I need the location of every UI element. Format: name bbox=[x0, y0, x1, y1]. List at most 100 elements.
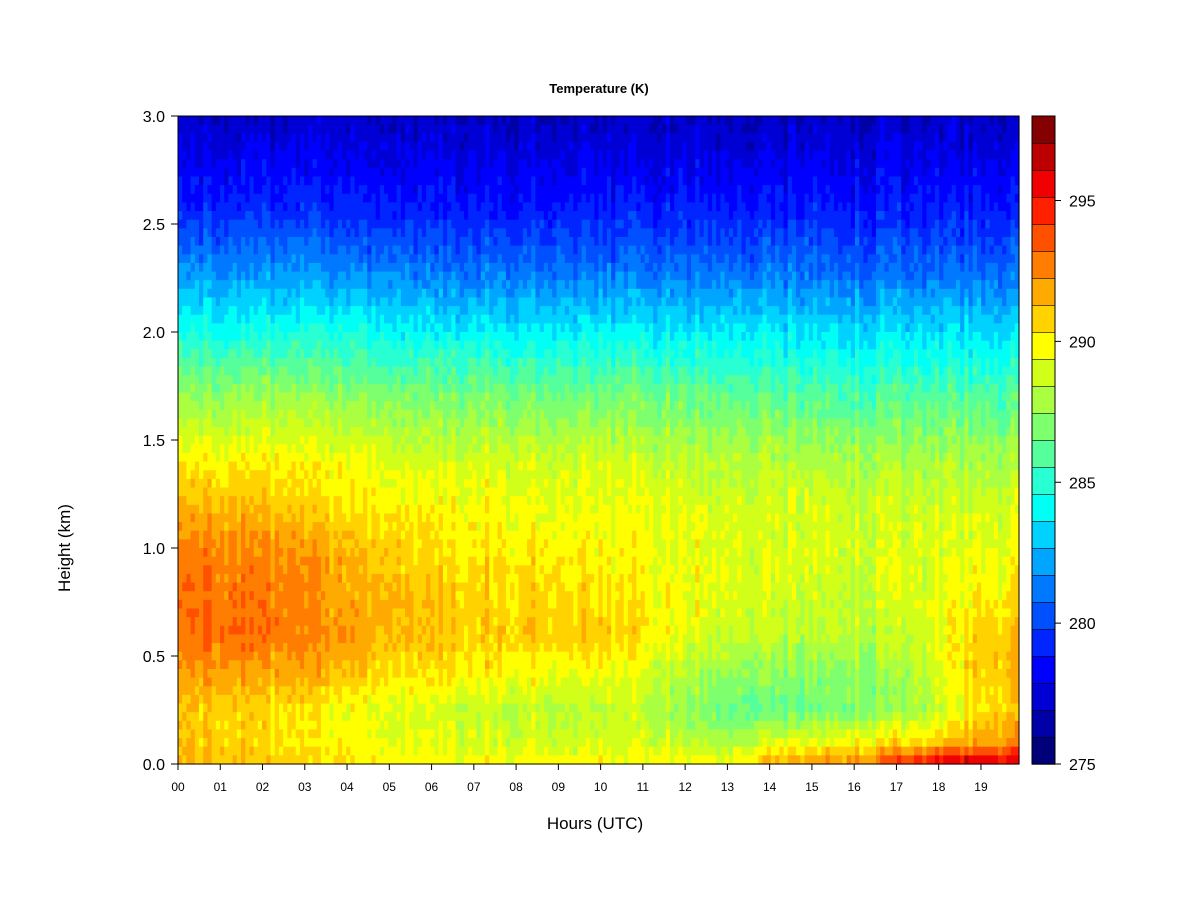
heatmap-cell bbox=[392, 323, 398, 333]
heatmap-cell bbox=[405, 755, 410, 765]
heatmap-cell bbox=[363, 703, 368, 713]
heatmap-cell bbox=[236, 314, 242, 324]
heatmap-cell bbox=[316, 565, 322, 575]
heatmap-cell bbox=[241, 383, 246, 394]
heatmap-cell bbox=[199, 357, 204, 368]
heatmap-cell bbox=[413, 228, 419, 238]
heatmap-cell bbox=[270, 478, 276, 489]
heatmap-cell bbox=[400, 133, 406, 143]
heatmap-cell bbox=[363, 548, 368, 558]
heatmap-cell bbox=[388, 686, 394, 696]
heatmap-cell bbox=[215, 548, 221, 558]
heatmap-cell bbox=[409, 262, 415, 273]
heatmap-cell bbox=[421, 349, 427, 359]
heatmap-cell bbox=[320, 133, 326, 143]
heatmap-cell bbox=[308, 332, 314, 342]
heatmap-cell bbox=[430, 513, 436, 523]
heatmap-cell bbox=[194, 340, 200, 350]
heatmap-cell bbox=[392, 539, 398, 549]
heatmap-cell bbox=[291, 340, 297, 350]
heatmap-cell bbox=[392, 720, 398, 731]
heatmap-cell bbox=[257, 686, 263, 696]
heatmap-cell bbox=[257, 478, 263, 489]
heatmap-cell bbox=[400, 392, 406, 402]
heatmap-cell bbox=[379, 141, 385, 152]
heatmap-cell bbox=[211, 496, 217, 506]
heatmap-cell bbox=[203, 141, 209, 152]
heatmap-cell bbox=[274, 478, 280, 489]
heatmap-cell bbox=[199, 591, 204, 601]
heatmap-cell bbox=[325, 280, 330, 290]
heatmap-cell bbox=[384, 643, 389, 653]
heatmap-cell bbox=[215, 211, 221, 221]
heatmap-cell bbox=[451, 262, 457, 273]
heatmap-cell bbox=[392, 219, 398, 229]
heatmap-cell bbox=[426, 591, 431, 601]
heatmap-cell bbox=[400, 124, 406, 134]
heatmap-cell bbox=[295, 444, 301, 454]
heatmap-cell bbox=[417, 729, 423, 739]
heatmap-cell bbox=[396, 176, 402, 186]
heatmap-cell bbox=[451, 625, 457, 635]
heatmap-cell bbox=[434, 461, 440, 471]
heatmap-cell bbox=[363, 383, 368, 394]
heatmap-cell bbox=[253, 236, 259, 247]
heatmap-cell bbox=[262, 228, 267, 238]
heatmap-cell bbox=[211, 116, 217, 126]
heatmap-cell bbox=[371, 504, 377, 515]
heatmap-cell bbox=[342, 193, 347, 203]
heatmap-cell bbox=[215, 729, 221, 739]
heatmap-cell bbox=[295, 193, 301, 203]
heatmap-cell bbox=[388, 193, 394, 203]
heatmap-cell bbox=[257, 548, 263, 558]
heatmap-cell bbox=[447, 306, 452, 316]
heatmap-cell bbox=[253, 452, 259, 463]
heatmap-cell bbox=[430, 668, 436, 679]
heatmap-cell bbox=[283, 323, 288, 333]
heatmap-cell bbox=[194, 487, 200, 497]
heatmap-cell bbox=[245, 660, 251, 670]
heatmap-cell bbox=[308, 556, 314, 566]
heatmap-cell bbox=[228, 643, 234, 653]
heatmap-cell bbox=[257, 262, 263, 273]
heatmap-cell bbox=[186, 548, 192, 558]
heatmap-cell bbox=[447, 668, 452, 679]
heatmap-cell bbox=[178, 401, 183, 411]
heatmap-cell bbox=[190, 340, 196, 350]
heatmap-cell bbox=[363, 375, 368, 385]
heatmap-cell bbox=[186, 323, 192, 333]
heatmap-cell bbox=[245, 323, 251, 333]
heatmap-cell bbox=[236, 306, 242, 316]
heatmap-cell bbox=[325, 219, 330, 229]
heatmap-cell bbox=[203, 124, 209, 134]
heatmap-cell bbox=[190, 487, 196, 497]
heatmap-cell bbox=[211, 556, 217, 566]
heatmap-cell bbox=[274, 245, 280, 255]
heatmap-cell bbox=[434, 185, 440, 195]
heatmap-cell bbox=[430, 573, 436, 584]
heatmap-cell bbox=[199, 712, 204, 722]
heatmap-cell bbox=[182, 288, 188, 299]
heatmap-cell bbox=[342, 686, 347, 696]
heatmap-cell bbox=[333, 288, 339, 299]
heatmap-cell bbox=[190, 349, 196, 359]
heatmap-cell bbox=[451, 435, 457, 445]
heatmap-cell bbox=[421, 418, 427, 428]
heatmap-cell bbox=[262, 427, 267, 437]
heatmap-cell bbox=[384, 599, 389, 610]
heatmap-cell bbox=[405, 444, 410, 454]
heatmap-cell bbox=[274, 297, 280, 307]
heatmap-cell bbox=[299, 340, 305, 350]
heatmap-cell bbox=[447, 565, 452, 575]
heatmap-cell bbox=[409, 470, 415, 480]
heatmap-cell bbox=[375, 167, 381, 178]
heatmap-cell bbox=[207, 694, 213, 705]
heatmap-cell bbox=[320, 504, 326, 515]
heatmap-cell bbox=[245, 651, 251, 661]
heatmap-cell bbox=[447, 236, 452, 247]
heatmap-cell bbox=[384, 202, 389, 212]
heatmap-cell bbox=[236, 539, 242, 549]
heatmap-cell bbox=[215, 297, 221, 307]
heatmap-cell bbox=[354, 487, 360, 497]
heatmap-cell bbox=[295, 427, 301, 437]
